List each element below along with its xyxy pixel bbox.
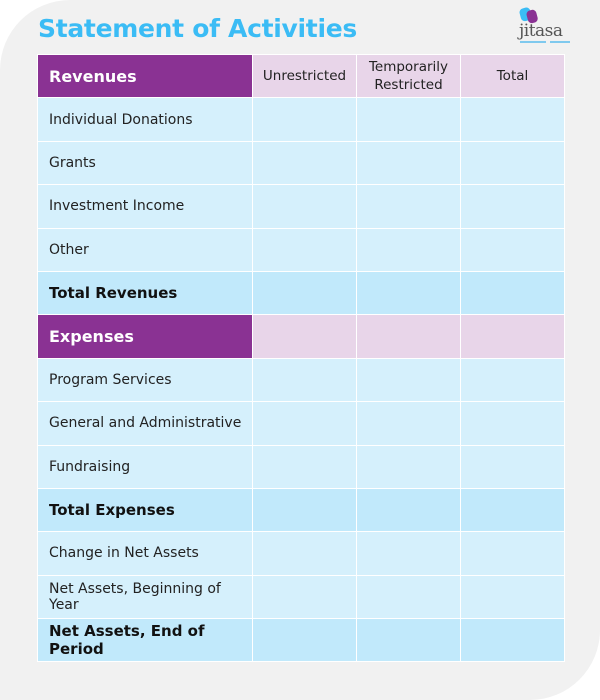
table-row: Net Assets, Beginning of Year (37, 574, 565, 620)
column-header: Temporarily Restricted (356, 53, 461, 99)
value-cell (460, 184, 565, 229)
value-cell (356, 314, 461, 359)
value-cell (356, 618, 461, 663)
value-cell (252, 184, 357, 229)
row-label: Net Assets, Beginning of Year (37, 574, 253, 620)
value-cell (356, 270, 461, 316)
value-cell (460, 401, 565, 446)
value-cell (356, 574, 461, 620)
row-label: Grants (37, 140, 253, 186)
value-cell (356, 184, 461, 229)
value-cell (252, 444, 357, 489)
value-cell (252, 357, 357, 403)
value-cell (356, 531, 461, 576)
table-row: General and Administrative (37, 401, 565, 446)
section-header-row: Revenues Unrestricted Temporarily Restrict… (37, 53, 565, 99)
row-label: Expenses (37, 314, 253, 359)
value-cell (252, 227, 357, 272)
table-row: Other (37, 227, 565, 272)
value-cell (252, 531, 357, 576)
value-cell (460, 97, 565, 142)
value-cell (356, 97, 461, 142)
value-cell (460, 444, 565, 489)
value-cell (356, 487, 461, 533)
value-cell (460, 314, 565, 359)
table-row: Program Services (37, 357, 565, 403)
value-cell (252, 314, 357, 359)
table-row: Investment Income (37, 184, 565, 229)
total-row: Total Expenses (37, 487, 565, 533)
row-label: Total Revenues (37, 270, 253, 316)
value-cell (252, 140, 357, 186)
column-header: Unrestricted (252, 53, 357, 99)
row-label: Other (37, 227, 253, 272)
jitasa-logo: jitasa (514, 6, 574, 50)
section-header-row: Expenses (37, 314, 565, 359)
row-label: Fundraising (37, 444, 253, 489)
table-row: Grants (37, 140, 565, 186)
value-cell (356, 140, 461, 186)
row-label: Program Services (37, 357, 253, 403)
value-cell (460, 618, 565, 663)
value-cell (252, 401, 357, 446)
logo-mark-icon (519, 7, 570, 43)
table-row: Net Assets, End of Period (37, 618, 565, 663)
total-row: Total Revenues (37, 270, 565, 316)
value-cell (252, 97, 357, 142)
row-label: Change in Net Assets (37, 531, 253, 576)
value-cell (460, 227, 565, 272)
row-label: Revenues (37, 53, 253, 99)
row-label: Investment Income (37, 184, 253, 229)
statement-table: Revenues Unrestricted Temporarily Restrict… (37, 53, 565, 663)
value-cell (356, 357, 461, 403)
table-row: Change in Net Assets (37, 531, 565, 576)
row-label: Net Assets, End of Period (37, 618, 253, 663)
value-cell (252, 487, 357, 533)
row-label: General and Administrative (37, 401, 253, 446)
value-cell (460, 270, 565, 316)
value-cell (460, 531, 565, 576)
value-cell (356, 401, 461, 446)
column-header: Total (460, 53, 565, 99)
page-title: Statement of Activities (38, 14, 357, 43)
value-cell (460, 140, 565, 186)
table-row: Individual Donations (37, 97, 565, 142)
row-label: Total Expenses (37, 487, 253, 533)
value-cell (460, 487, 565, 533)
row-label: Individual Donations (37, 97, 253, 142)
value-cell (252, 574, 357, 620)
value-cell (460, 357, 565, 403)
value-cell (356, 444, 461, 489)
value-cell (460, 574, 565, 620)
table-row: Fundraising (37, 444, 565, 489)
value-cell (252, 618, 357, 663)
value-cell (356, 227, 461, 272)
value-cell (252, 270, 357, 316)
logo-text: jitasa (519, 21, 563, 41)
